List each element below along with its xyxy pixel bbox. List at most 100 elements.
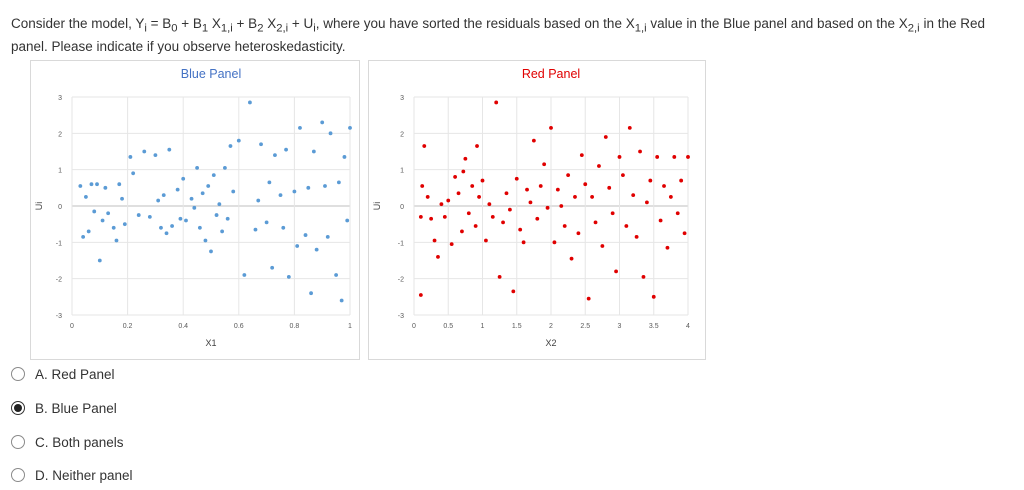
red-panel-data-point xyxy=(665,245,670,250)
blue-panel-data-point xyxy=(214,213,219,217)
red-panel-data-point xyxy=(420,184,425,188)
red-panel-data-point xyxy=(590,195,594,199)
blue-panel-data-point xyxy=(292,189,297,194)
option-b-label: B. Blue Panel xyxy=(35,400,117,416)
red-panel-data-point xyxy=(634,234,639,239)
red-panel-x-tick-label: 4 xyxy=(686,323,690,330)
red-panel-data-point xyxy=(497,274,502,279)
red-panel-data-point xyxy=(514,176,519,181)
blue-panel-data-point xyxy=(284,147,288,152)
option-a-red-panel[interactable]: A. Red Panel xyxy=(11,364,115,384)
red-panel-chart: Red Panel 3 2 1 0 -1 -2 -3 0 0.5 1 1.5 2 2.5 3 3.5 4 X2 Ui xyxy=(368,60,706,360)
blue-panel-data-point xyxy=(256,198,261,203)
red-panel-data-point xyxy=(579,153,584,158)
red-panel-data-point xyxy=(466,211,471,216)
option-c-label: C. Both panels xyxy=(35,434,124,450)
option-d-radio[interactable] xyxy=(11,468,25,482)
option-b-radio[interactable] xyxy=(11,401,25,415)
red-panel-data-point xyxy=(518,227,523,232)
red-panel-data-point xyxy=(429,216,434,221)
blue-panel-data-point xyxy=(248,100,252,105)
red-panel-data-point xyxy=(425,195,430,199)
red-panel-data-point xyxy=(542,162,547,167)
option-b-blue-panel[interactable]: B. Blue Panel xyxy=(11,398,117,418)
red-panel-data-point xyxy=(617,155,622,159)
blue-panel-data-point xyxy=(189,196,194,201)
red-panel-data-point xyxy=(494,100,499,105)
blue-panel-data-point xyxy=(323,184,327,188)
red-panel-title: Red Panel xyxy=(522,67,580,81)
blue-panel-data-point xyxy=(192,205,197,210)
blue-panel-data-point xyxy=(273,153,277,158)
blue-panel-x-tick-label: 0.8 xyxy=(290,323,300,330)
red-panel-data-point xyxy=(610,211,615,216)
blue-panel-data-point xyxy=(223,165,227,170)
blue-panel-data-point xyxy=(328,131,333,136)
red-panel-data-point xyxy=(675,211,680,216)
blue-panel-data-point xyxy=(336,180,341,185)
red-panel-data-point xyxy=(682,231,687,236)
red-panel-data-point xyxy=(504,191,509,196)
blue-panel-x-tick-label: 0.2 xyxy=(123,323,133,330)
blue-panel-data-point xyxy=(303,233,308,237)
blue-panel-data-point xyxy=(95,182,99,187)
option-c-radio[interactable] xyxy=(11,435,25,449)
red-panel-y-tick-label: 1 xyxy=(400,168,404,175)
blue-panel-data-point xyxy=(345,218,350,223)
blue-panel-x-axis-label: X1 xyxy=(205,338,216,348)
red-panel-data-point xyxy=(436,254,440,259)
blue-panel-y-tick-label: -1 xyxy=(56,240,62,247)
blue-panel-data-point xyxy=(203,238,208,243)
blue-panel-data-point xyxy=(103,185,108,190)
red-panel-data-point xyxy=(490,215,495,219)
red-panel-data-point xyxy=(624,224,629,228)
red-panel-data-point xyxy=(475,144,479,148)
blue-panel-data-point xyxy=(128,155,133,159)
red-panel-data-point xyxy=(607,185,612,190)
red-panel-data-point xyxy=(672,155,677,159)
red-panel-data-point xyxy=(586,296,591,301)
blue-panel-data-point xyxy=(348,125,352,130)
red-panel-data-point xyxy=(645,200,649,205)
blue-panel-data-point xyxy=(225,216,230,221)
blue-panel-data-point xyxy=(106,211,111,216)
red-panel-data-point xyxy=(531,138,536,143)
option-c-both-panels[interactable]: C. Both panels xyxy=(11,432,124,452)
blue-panel-x-tick-label: 0 xyxy=(70,323,74,330)
blue-panel-data-point xyxy=(325,234,330,239)
red-panel-data-point xyxy=(555,187,560,192)
red-panel-data-point xyxy=(473,224,478,228)
red-panel-data-point xyxy=(470,184,475,188)
blue-panel-y-tick-label: 2 xyxy=(58,131,62,138)
red-panel-data-point xyxy=(487,202,492,207)
blue-panel-data-point xyxy=(220,229,225,234)
blue-panel-data-point xyxy=(342,155,347,159)
red-panel-data-point xyxy=(501,220,505,225)
blue-panel-chart: Blue Panel 3 2 1 0 -1 -2 -3 0 0.2 0.4 0.6 0.8 1 X1 Ui xyxy=(30,60,360,360)
red-panel-data-point xyxy=(603,135,608,139)
red-panel-data-point xyxy=(658,218,663,223)
blue-panel-data-point xyxy=(147,215,152,219)
blue-panel-y-tick-label: 3 xyxy=(58,95,62,102)
option-d-neither-panel[interactable]: D. Neither panel xyxy=(11,465,133,485)
red-panel-data-point xyxy=(463,156,468,161)
red-panel-frame xyxy=(368,60,706,360)
red-panel-data-point xyxy=(432,238,437,243)
red-panel-y-tick-label: -2 xyxy=(398,277,404,284)
red-panel-data-point xyxy=(593,220,598,225)
blue-panel-data-point xyxy=(131,171,136,176)
blue-panel-frame xyxy=(30,60,360,360)
blue-panel-data-point xyxy=(339,298,344,303)
blue-panel-data-point xyxy=(181,176,186,181)
blue-panel-data-point xyxy=(200,191,205,196)
red-panel-data-point xyxy=(449,242,454,247)
blue-panel-data-point xyxy=(231,189,236,194)
red-panel-data-point xyxy=(569,256,574,261)
blue-panel-y-tick-label: 0 xyxy=(58,204,62,211)
blue-panel-data-point xyxy=(278,193,283,198)
option-a-radio[interactable] xyxy=(11,367,25,381)
blue-panel-data-point xyxy=(117,182,122,187)
red-panel-data-point xyxy=(576,231,581,236)
blue-panel-data-point xyxy=(92,209,97,214)
blue-panel-data-point xyxy=(89,182,94,187)
